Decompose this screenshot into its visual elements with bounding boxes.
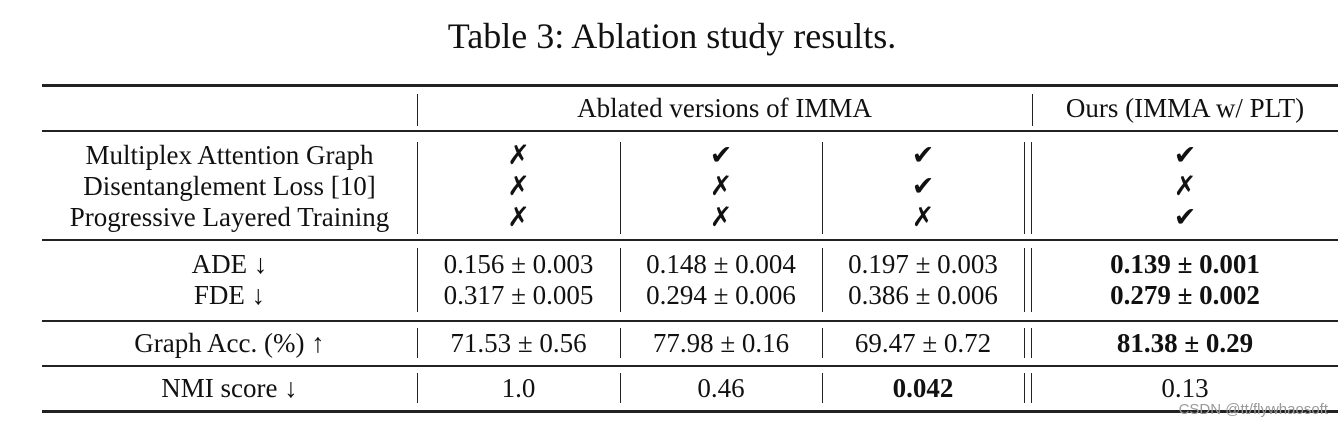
component-label: Progressive Layered Training bbox=[69, 202, 390, 232]
cross-mark: ✗ bbox=[507, 171, 530, 202]
column-divider bbox=[620, 142, 622, 234]
column-divider bbox=[620, 248, 622, 312]
column-divider bbox=[1024, 328, 1026, 358]
column-divider bbox=[1031, 248, 1033, 312]
metric-value: 0.148 ± 0.004 bbox=[646, 249, 796, 279]
column-divider bbox=[1031, 328, 1033, 358]
components-rule bbox=[42, 239, 1338, 241]
metric-value: 1.0 bbox=[501, 373, 536, 403]
metric-value: 0.197 ± 0.003 bbox=[848, 249, 998, 279]
cross-mark: ✗ bbox=[507, 202, 530, 233]
metric-value: 77.98 ± 0.16 bbox=[652, 328, 790, 358]
column-divider bbox=[417, 373, 419, 403]
check-mark: ✔ bbox=[709, 140, 733, 171]
check-mark: ✔ bbox=[1173, 140, 1197, 171]
column-divider bbox=[822, 328, 824, 358]
header-rule bbox=[42, 130, 1338, 132]
metric-value: 0.13 bbox=[1161, 373, 1209, 403]
metric-label-ade: ADE ↓ bbox=[191, 249, 268, 279]
cross-mark: ✗ bbox=[507, 140, 530, 171]
metric-label-fde: FDE ↓ bbox=[193, 280, 266, 310]
column-divider bbox=[417, 94, 419, 126]
column-divider bbox=[620, 328, 622, 358]
bottom-rule bbox=[42, 410, 1338, 413]
metric-label-graph-acc: Graph Acc. (%) ↑ bbox=[134, 328, 325, 358]
cross-mark: ✗ bbox=[709, 202, 733, 233]
check-mark: ✔ bbox=[911, 171, 935, 202]
metric-value: 69.47 ± 0.72 bbox=[854, 328, 992, 358]
graph-acc-rule bbox=[42, 365, 1338, 367]
check-mark: ✔ bbox=[1173, 202, 1197, 233]
header-ablated-versions: Ablated versions of IMMA bbox=[577, 93, 872, 123]
column-divider bbox=[822, 142, 824, 234]
column-divider bbox=[1024, 248, 1026, 312]
check-mark: ✔ bbox=[911, 140, 935, 171]
component-label: Disentanglement Loss [10] bbox=[83, 171, 376, 201]
cross-mark: ✗ bbox=[1173, 171, 1197, 202]
metrics-rule bbox=[42, 320, 1338, 322]
column-divider bbox=[1024, 142, 1026, 234]
column-divider bbox=[1031, 142, 1033, 234]
column-divider bbox=[1032, 94, 1034, 126]
metric-value-best: 0.279 ± 0.002 bbox=[1110, 280, 1260, 310]
column-divider bbox=[620, 373, 622, 403]
column-divider bbox=[417, 142, 419, 234]
metric-label-nmi: NMI score ↓ bbox=[161, 373, 298, 403]
metric-value: 0.317 ± 0.005 bbox=[443, 280, 594, 310]
top-rule bbox=[42, 84, 1338, 87]
column-divider bbox=[417, 248, 419, 312]
metric-value: 0.156 ± 0.003 bbox=[443, 249, 594, 279]
cross-mark: ✗ bbox=[709, 171, 733, 202]
metric-value: 71.53 ± 0.56 bbox=[450, 328, 587, 358]
header-ours: Ours (IMMA w/ PLT) bbox=[1065, 93, 1305, 123]
metric-value-best: 0.042 bbox=[892, 373, 954, 403]
column-divider bbox=[822, 373, 824, 403]
table-caption: Table 3: Ablation study results. bbox=[447, 16, 897, 56]
metric-value: 0.386 ± 0.006 bbox=[848, 280, 998, 310]
component-label: Multiplex Attention Graph bbox=[85, 140, 374, 170]
metric-value: 0.46 bbox=[697, 373, 745, 403]
column-divider bbox=[822, 248, 824, 312]
column-divider bbox=[1031, 373, 1033, 403]
watermark: CSDN @tt/flywhaosoft bbox=[1178, 401, 1328, 418]
metric-value-best: 0.139 ± 0.001 bbox=[1110, 249, 1260, 279]
cross-mark: ✗ bbox=[911, 202, 935, 233]
column-divider bbox=[417, 328, 419, 358]
column-divider bbox=[1024, 373, 1026, 403]
metric-value: 0.294 ± 0.006 bbox=[646, 280, 796, 310]
metric-value-best: 81.38 ± 0.29 bbox=[1116, 328, 1254, 358]
